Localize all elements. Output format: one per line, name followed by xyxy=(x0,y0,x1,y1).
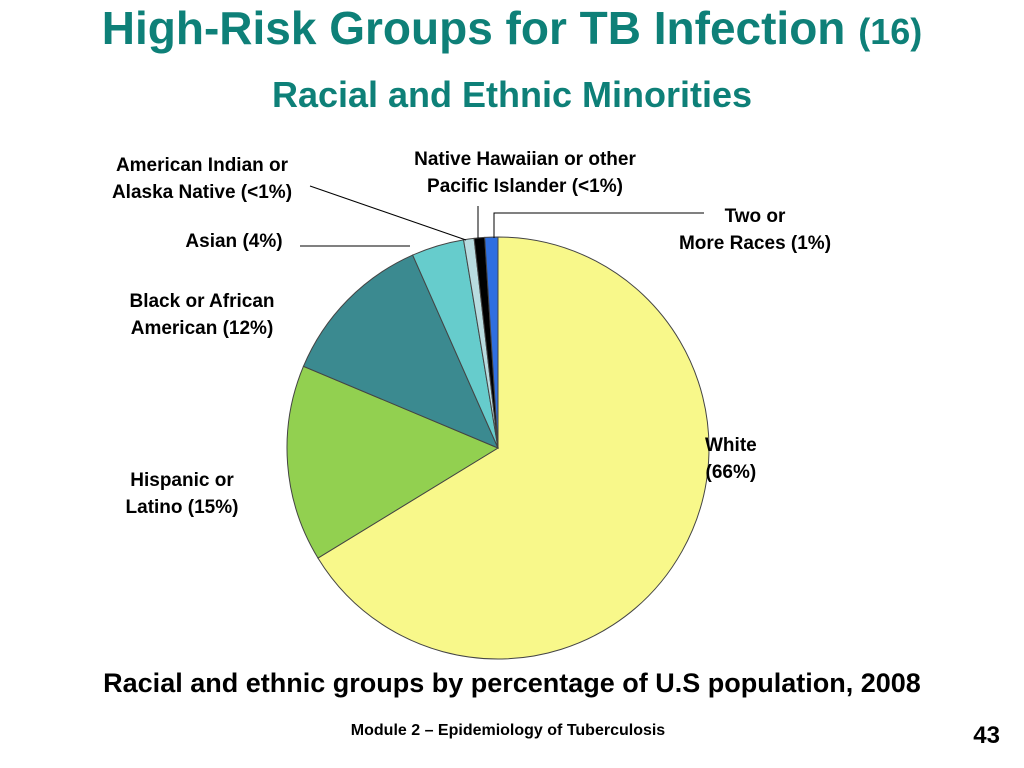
slice-label-native-hawaiian: Native Hawaiian or other Pacific Islander… xyxy=(380,146,670,200)
slide-title-reference: (16) xyxy=(858,11,923,52)
slice-label-line: American Indian or xyxy=(115,155,289,176)
slice-label-line: Latino (15%) xyxy=(125,497,239,518)
slice-label-white: White (66%) xyxy=(705,432,757,486)
slice-label-line: Hispanic or xyxy=(130,470,234,491)
slice-label-line: Asian (4%) xyxy=(185,231,283,252)
slide-title-text: High-Risk Groups for TB Infection xyxy=(101,2,846,54)
slice-label-line: Two or xyxy=(724,206,786,227)
leader-line-two-or-more xyxy=(493,212,704,238)
chart-caption: Racial and ethnic groups by percentage o… xyxy=(103,668,921,698)
slice-label-line: More Races (1%) xyxy=(678,233,832,254)
slice-label-line: Black or African xyxy=(129,291,275,312)
page-number: 43 xyxy=(973,722,1000,749)
slice-label-line: White xyxy=(705,435,757,456)
pie-slice-two-or-more xyxy=(484,236,499,449)
slice-label-line: American (12%) xyxy=(130,318,274,339)
leader-line-american-indian xyxy=(309,185,467,241)
slide-title: High-Risk Groups for TB Infection (16) xyxy=(0,2,1024,55)
slice-label-american-indian: American Indian or Alaska Native (<1%) xyxy=(84,152,320,206)
slice-label-two-or-more: Two or More Races (1%) xyxy=(660,203,850,257)
slice-label-asian: Asian (4%) xyxy=(170,228,298,255)
slice-label-line: Native Hawaiian or other xyxy=(414,149,636,170)
slice-label-hispanic: Hispanic or Latino (15%) xyxy=(96,467,268,521)
slice-label-line: Pacific Islander (<1%) xyxy=(427,176,623,197)
slice-label-line: (66%) xyxy=(705,462,757,483)
slide-footer: Module 2 – Epidemiology of Tuberculosis xyxy=(350,722,666,739)
slide-subtitle: Racial and Ethnic Minorities xyxy=(271,74,753,115)
slice-label-line: Alaska Native (<1%) xyxy=(111,182,293,203)
pie-slice-hispanic xyxy=(286,365,500,559)
slice-label-black: Black or African American (12%) xyxy=(96,288,308,342)
pie-slice-white xyxy=(317,236,710,660)
pie-slice-black xyxy=(302,254,499,449)
